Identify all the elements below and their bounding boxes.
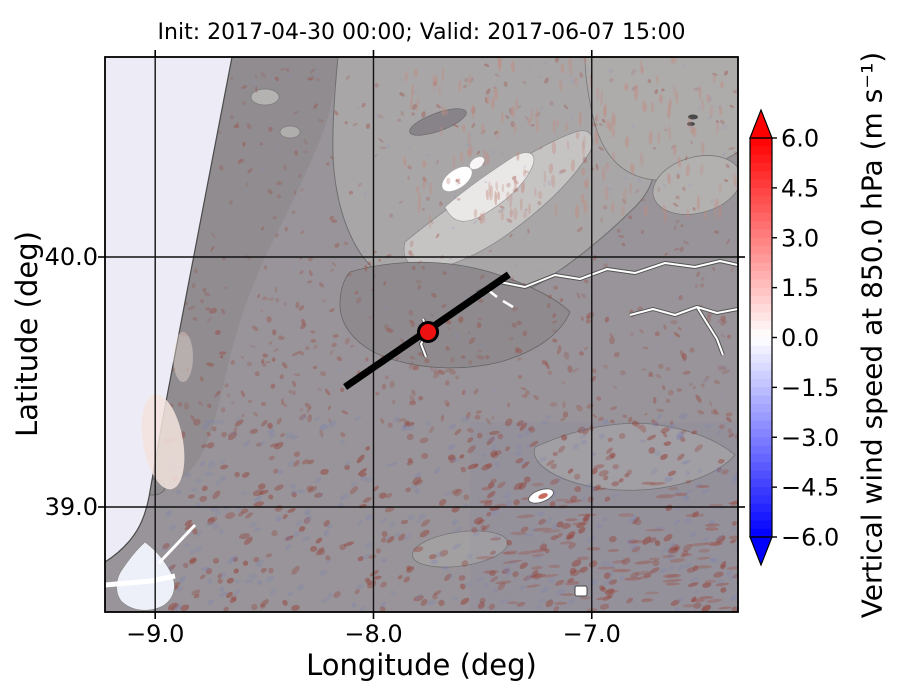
coastal-pink-patch [141,394,185,490]
colorbar-band [750,262,772,272]
colorbar-band [750,221,772,231]
terrain-shading [124,57,738,612]
colorbar-tick-label: −1.5 [781,374,839,402]
y-tick-label: 39.0 [44,493,98,521]
colorbar-band [750,187,772,197]
dark-spot-1 [688,114,698,120]
colorbar-band [750,487,772,497]
colorbar-band [750,279,772,289]
colorbar-band [750,320,772,330]
estuary [105,523,197,611]
colorbar-band [750,146,772,156]
colorbar-band [750,138,772,148]
colorbar-band [750,329,772,339]
colorbar-band [750,254,772,264]
colorbar-band [750,229,772,239]
colorbar-band [750,337,772,347]
ocean [105,57,232,562]
coastal-pink-patch-2 [173,332,193,382]
colorbar-band [750,437,772,447]
colorbar-tick-label: 6.0 [781,125,819,153]
terrain-dark-patch [409,108,467,136]
south-tint [470,422,738,612]
reservoir-marks [528,488,588,597]
colorbar-extend-arrow-bottom [749,536,773,567]
colorbar-band [750,345,772,355]
colorbar-band [750,420,772,430]
x-tick-label: −7.0 [562,620,621,648]
terrain-peak [442,166,472,192]
colorbar-band [750,503,772,513]
terrain-south-hill [412,530,508,568]
colorbar-band [750,528,772,538]
colorbar-band [750,512,772,522]
terrain-southeast-hill [533,422,736,491]
terrain-knoll-2 [279,125,301,139]
colorbar-band [750,295,772,305]
colorbar-band [750,154,772,164]
colorbar-band [750,237,772,247]
colorbar-band [750,179,772,189]
colorbar-tick-label: −6.0 [781,524,839,552]
terrain-knoll-1 [250,88,280,106]
colorbar-tick-label: −3.0 [781,424,839,452]
x-tick-label: −8.0 [344,620,403,648]
colorbar-label: Vertical wind speed at 850.0 hPa (m s⁻¹) [855,51,889,619]
plot-title: Init: 2017-04-30 00:00; Valid: 2017-06-0… [157,20,686,45]
map-plot [98,50,745,619]
colorbar: 6.0 4.5 3.0 1.5 0.0 −1.5 −3.0 −4.5 −6.0 [749,108,839,567]
terrain-coastal-lowland [149,57,338,497]
y-tick-label: 40.0 [44,243,98,271]
colorbar-band [750,478,772,488]
colorbar-band [750,404,772,414]
colorbar-tick-label: 3.0 [781,224,819,252]
coastline [105,57,233,563]
terrain-ridge-high [444,152,535,222]
colorbar-band [750,470,772,480]
colorbar-band [750,212,772,222]
colorbar-band [750,395,772,405]
colorbar-band [750,196,772,206]
colorbar-band [750,387,772,397]
colorbar-gradient [750,138,772,538]
colorbar-band [750,354,772,364]
colorbar-band [750,428,772,438]
terrain-peak-2 [469,156,485,170]
graticule [105,57,738,612]
colorbar-band [750,520,772,530]
colorbar-band [750,453,772,463]
x-tick-label: −9.0 [126,620,185,648]
colorbar-ticks: 6.0 4.5 3.0 1.5 0.0 −1.5 −3.0 −4.5 −6.0 [772,125,839,552]
terrain-ne-hill [652,155,738,215]
plot-border [104,56,739,613]
colorbar-band [750,271,772,281]
colorbar-tick-label: 0.0 [781,324,819,352]
colorbar-band [750,412,772,422]
colorbar-band [750,379,772,389]
colorbar-band [750,204,772,214]
dark-spot-2 [687,122,695,126]
colorbar-tick-label: 4.5 [781,174,819,202]
colorbar-tick-label: 1.5 [781,274,819,302]
location-marker [417,321,440,343]
colorbar-band [750,171,772,181]
colorbar-tick-label: −4.5 [781,474,839,502]
colorbar-band [750,304,772,314]
colorbar-band [750,495,772,505]
colorbar-extend-arrow-top [749,108,773,139]
colorbar-band [750,362,772,372]
colorbar-band [750,287,772,297]
x-axis-label: Longitude (deg) [306,648,537,682]
colorbar-band [750,445,772,455]
colorbar-band [750,246,772,256]
colorbar-band [750,312,772,322]
colorbar-band [750,462,772,472]
axis-ticks [98,50,745,619]
colorbar-band [750,162,772,172]
colorbar-band [750,370,772,380]
